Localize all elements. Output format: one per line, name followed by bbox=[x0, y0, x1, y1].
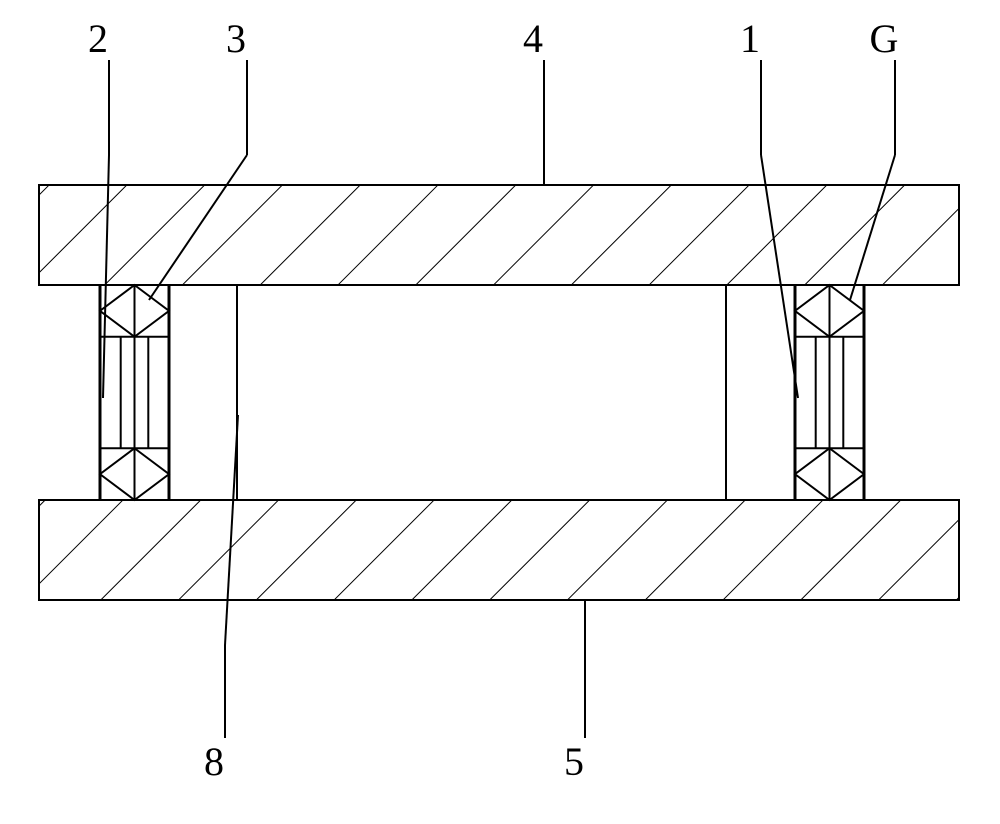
label-5: 5 bbox=[564, 739, 584, 784]
top-plate bbox=[39, 185, 959, 285]
label-4: 4 bbox=[523, 16, 543, 61]
label-8: 8 bbox=[204, 739, 224, 784]
label-1: 1 bbox=[740, 16, 760, 61]
pillar-right bbox=[795, 285, 864, 500]
pillar-left bbox=[100, 285, 169, 500]
bottom-plate bbox=[39, 500, 959, 600]
label-2: 2 bbox=[88, 16, 108, 61]
label-3: 3 bbox=[226, 16, 246, 61]
label-G: G bbox=[870, 16, 899, 61]
